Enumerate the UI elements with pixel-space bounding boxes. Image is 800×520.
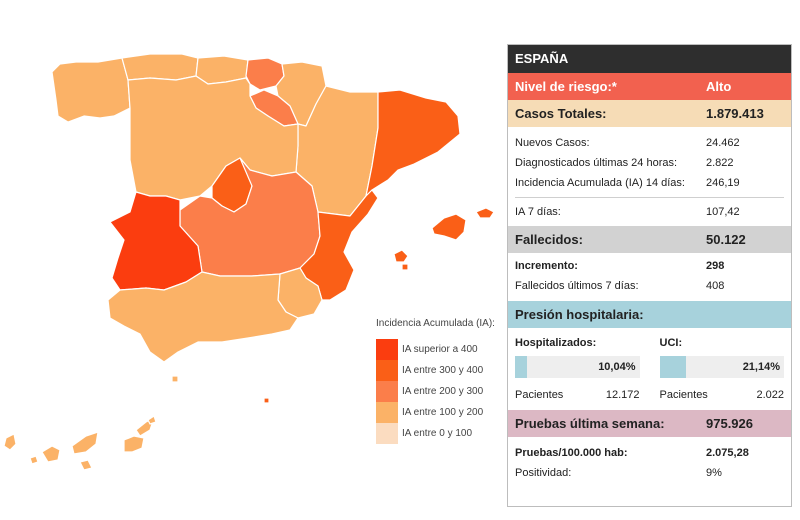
stat-label: Pruebas/100.000 hab: (515, 447, 628, 459)
hospitalizados-pct: 10,04% (598, 361, 636, 373)
legend-swatch (376, 423, 398, 444)
stat-value: 246,19 (706, 177, 740, 189)
legend-item: IA entre 100 y 200 (376, 402, 506, 423)
casos-label: Casos Totales: (515, 106, 607, 121)
legend-title: Incidencia Acumulada (IA): (376, 318, 495, 329)
pruebas-value: 975.926 (706, 416, 753, 431)
map-legend: Incidencia Acumulada (IA): IA superior a… (376, 318, 506, 444)
hospitalizados-column: Hospitalizados: 10,04% Pacientes 12.172 (515, 328, 640, 404)
pruebas-bar: Pruebas última semana: 975.926 (508, 410, 791, 437)
stat-row: Fallecidos últimos 7 días: 408 (508, 276, 791, 296)
stat-value: 408 (706, 280, 725, 292)
stat-value: 9% (706, 467, 722, 479)
stat-row: Nuevos Casos: 24.462 (508, 133, 791, 153)
hospital-section: Hospitalizados: 10,04% Pacientes 12.172 … (508, 328, 791, 404)
stat-label: Fallecidos últimos 7 días: (515, 280, 639, 292)
casos-totales-bar: Casos Totales: 1.879.413 (508, 100, 791, 127)
pacientes-value: 12.172 (605, 389, 640, 401)
pacientes-value: 2.022 (756, 389, 784, 401)
legend-item: IA entre 300 y 400 (376, 360, 506, 381)
region-andalucia[interactable] (107, 271, 299, 363)
legend-swatch (376, 360, 398, 381)
uci-progress-fill (659, 356, 686, 378)
legend-item: IA entre 200 y 300 (376, 381, 506, 402)
risk-level-bar: Nivel de riesgo:* Alto (508, 73, 791, 100)
hospitalizados-pacientes: Pacientes 12.172 (515, 386, 640, 404)
legend-label: IA superior a 400 (402, 344, 478, 355)
region-baleares[interactable] (393, 207, 495, 271)
legend-label: IA entre 0 y 100 (402, 428, 473, 439)
fallecidos-value: 50.122 (706, 232, 746, 247)
fallecidos-label: Fallecidos: (515, 232, 583, 247)
legend-swatch (376, 339, 398, 360)
stat-label: Positividad: (515, 467, 572, 479)
stat-label: Nuevos Casos: (515, 137, 590, 149)
uci-progress-bar: 21,14% (659, 356, 784, 378)
hospitalizados-progress-fill (515, 356, 528, 378)
legend-label: IA entre 100 y 200 (402, 407, 484, 418)
region-asturias[interactable] (121, 53, 199, 81)
casos-value: 1.879.413 (706, 106, 764, 121)
pacientes-label: Pacientes (659, 389, 708, 401)
legend-item: IA entre 0 y 100 (376, 423, 506, 444)
legend-swatch (376, 402, 398, 423)
risk-label: Nivel de riesgo:* (515, 79, 617, 94)
stat-value: 2.075,28 (706, 447, 749, 459)
hospitalizados-progress-bar: 10,04% (515, 356, 640, 378)
stat-label: Incidencia Acumulada (IA) 14 días: (515, 177, 685, 189)
fallecidos-bar: Fallecidos: 50.122 (508, 226, 791, 253)
stat-label: Incremento: (515, 260, 578, 272)
panel-title: ESPAÑA (508, 45, 791, 73)
stat-label: IA 7 días: (515, 206, 561, 218)
stat-row: IA 7 días: 107,42 (508, 202, 791, 222)
stat-label: Diagnosticados últimas 24 horas: (515, 157, 678, 169)
stat-value: 2.822 (706, 157, 734, 169)
legend-label: IA entre 300 y 400 (402, 365, 484, 376)
canarias-inset-frame (0, 395, 191, 483)
pruebas-label: Pruebas última semana: (515, 416, 665, 431)
uci-pacientes: Pacientes 2.022 (660, 386, 785, 404)
region-cataluna[interactable] (365, 89, 461, 197)
stat-value: 24.462 (706, 137, 740, 149)
legend-item: IA superior a 400 (376, 339, 506, 360)
pacientes-label: Pacientes (515, 389, 564, 401)
legend-label: IA entre 200 y 300 (402, 386, 484, 397)
uci-pct: 21,14% (742, 361, 780, 373)
region-melilla[interactable] (263, 397, 270, 404)
region-ceuta[interactable] (171, 375, 179, 383)
uci-label: UCI: (659, 337, 683, 349)
stat-value: 298 (706, 260, 725, 272)
uci-column: UCI: 21,14% Pacientes 2.022 (659, 328, 785, 404)
risk-value: Alto (706, 79, 732, 94)
stats-panel: ESPAÑA Nivel de riesgo:* Alto Casos Tota… (507, 44, 792, 507)
stat-row: Positividad: 9% (508, 463, 791, 483)
presion-label: Presión hospitalaria: (515, 307, 644, 322)
region-canarias[interactable] (3, 415, 157, 471)
divider (515, 197, 784, 198)
presion-hospitalaria-bar: Presión hospitalaria: (508, 301, 791, 328)
stat-row: Incidencia Acumulada (IA) 14 días: 246,1… (508, 173, 791, 193)
stat-row: Pruebas/100.000 hab: 2.075,28 (508, 443, 791, 463)
stat-row: Incremento: 298 (508, 256, 791, 276)
stat-value: 107,42 (706, 206, 740, 218)
legend-swatch (376, 381, 398, 402)
region-galicia[interactable] (51, 57, 131, 123)
stat-row: Diagnosticados últimas 24 horas: 2.822 (508, 153, 791, 173)
hospitalizados-label: Hospitalizados: (515, 337, 597, 349)
spain-choropleth-map (0, 53, 495, 483)
